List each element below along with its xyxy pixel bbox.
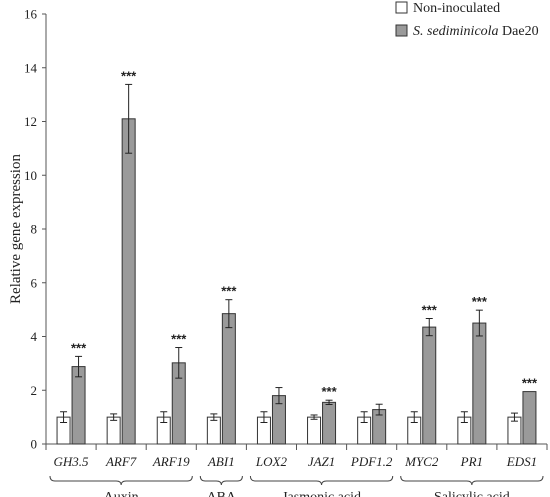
- x-tick-label: JAZ1: [308, 454, 335, 469]
- bar-dae20: [522, 391, 537, 445]
- x-tick-label: GH3.5: [54, 454, 90, 469]
- significance-label: ***: [321, 384, 337, 399]
- bar-non-inoculated: [206, 416, 221, 445]
- significance-label: ***: [422, 302, 438, 317]
- group-label: ABA: [207, 490, 237, 497]
- legend-swatch-non-inoculated: [395, 1, 408, 14]
- group-bracket: [199, 475, 243, 486]
- bar-dae20: [221, 313, 236, 445]
- y-axis-label: Relative gene expression: [8, 154, 24, 304]
- significance-label: ***: [522, 376, 538, 391]
- y-tick-label: 10: [24, 168, 37, 183]
- group-bracket: [249, 475, 394, 486]
- group-label: Jasmonic acid: [282, 490, 361, 497]
- y-tick-label: 12: [24, 114, 37, 129]
- bar-dae20: [472, 322, 487, 445]
- significance-label: ***: [121, 68, 137, 83]
- bar-dae20: [422, 326, 437, 445]
- x-tick-label: MYC2: [404, 454, 439, 469]
- group-label: Auxin: [104, 490, 139, 497]
- bar-non-inoculated: [307, 416, 322, 445]
- axes: 0 2 4 6 8 10 12 14 16 Relative gene expression: [8, 7, 548, 486]
- x-tick-label: PDF1.2: [350, 454, 393, 469]
- group-bracket: [400, 475, 544, 486]
- significance-label: ***: [472, 294, 488, 309]
- bars: [56, 83, 537, 445]
- legend-swatch-dae20: [395, 24, 408, 37]
- significance-label: ***: [221, 284, 237, 299]
- y-tick-label: 8: [31, 222, 38, 237]
- significance-label: ***: [171, 332, 187, 347]
- labels: *** GH3.5 *** ARF7 *** ARF19 *** ABI1 LOX2 *** JAZ…: [54, 68, 538, 497]
- bar-non-inoculated: [106, 416, 121, 445]
- y-tick-label: 4: [31, 329, 38, 344]
- legend-label-dae20: S. sediminicola Dae20: [413, 24, 539, 39]
- y-tick-label: 6: [31, 275, 38, 290]
- y-tick-label: 2: [31, 383, 38, 398]
- significance-label: ***: [71, 340, 87, 355]
- x-tick-label: PR1: [460, 454, 483, 469]
- bar-dae20: [121, 118, 136, 445]
- legend: Non-inoculated S. sediminicola Dae20: [395, 1, 539, 39]
- legend-label-non-inoculated: Non-inoculated: [413, 1, 500, 16]
- x-tick-label: EDS1: [506, 454, 537, 469]
- bar-dae20: [322, 401, 337, 445]
- group-label: Salicylic acid: [434, 490, 510, 497]
- bar-dae20: [71, 366, 86, 445]
- x-tick-label: ARF7: [105, 454, 137, 469]
- group-bracket: [49, 475, 193, 486]
- y-tick-label: 16: [24, 7, 38, 22]
- x-tick-label: ARF19: [152, 454, 190, 469]
- x-tick-label: LOX2: [255, 454, 288, 469]
- x-tick-label: ABI1: [207, 454, 235, 469]
- y-tick-label: 0: [31, 437, 38, 452]
- y-tick-label: 14: [24, 60, 38, 75]
